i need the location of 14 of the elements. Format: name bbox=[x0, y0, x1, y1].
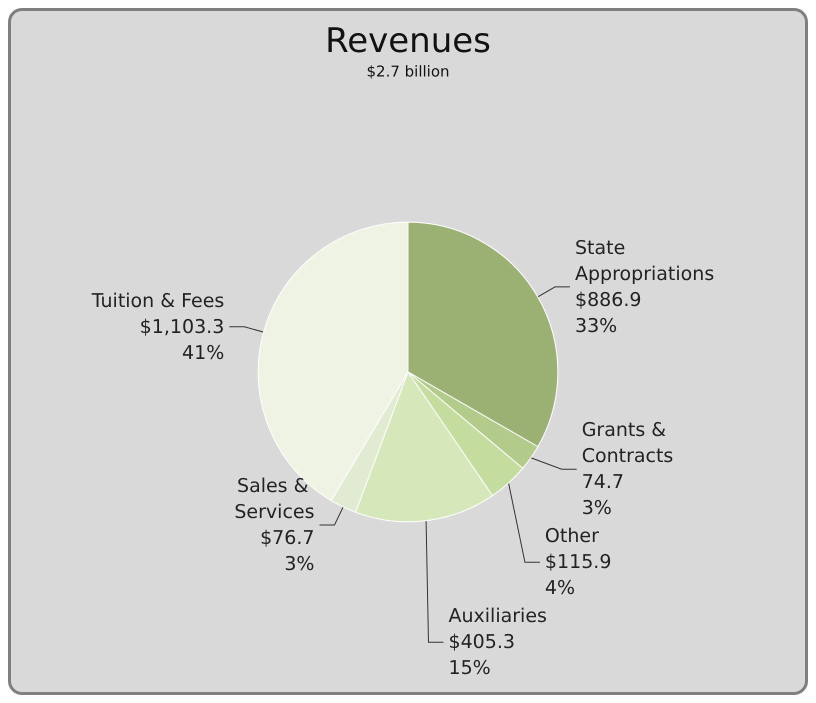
chart-subtitle: $2.7 billion bbox=[366, 62, 450, 80]
slice-label: Auxiliaries bbox=[448, 605, 547, 628]
slice-label: Sales & Services bbox=[234, 475, 314, 524]
data-label: $76.7 3% bbox=[260, 527, 314, 576]
data-label: $115.9 4% bbox=[544, 551, 612, 600]
data-label: $405.3 15% bbox=[448, 631, 515, 680]
chart-title: Revenues bbox=[325, 21, 491, 61]
slice-label: Tuition & Fees bbox=[90, 290, 224, 312]
data-label: 74.7 3% bbox=[582, 471, 624, 520]
slice-label: Grants & Contracts bbox=[582, 419, 674, 468]
slice-label: State Appropriations bbox=[575, 236, 714, 285]
data-label: $1,103.3 41% bbox=[140, 316, 224, 364]
slice-label: Other bbox=[544, 525, 600, 548]
data-label: $886.9 33% bbox=[575, 288, 642, 337]
